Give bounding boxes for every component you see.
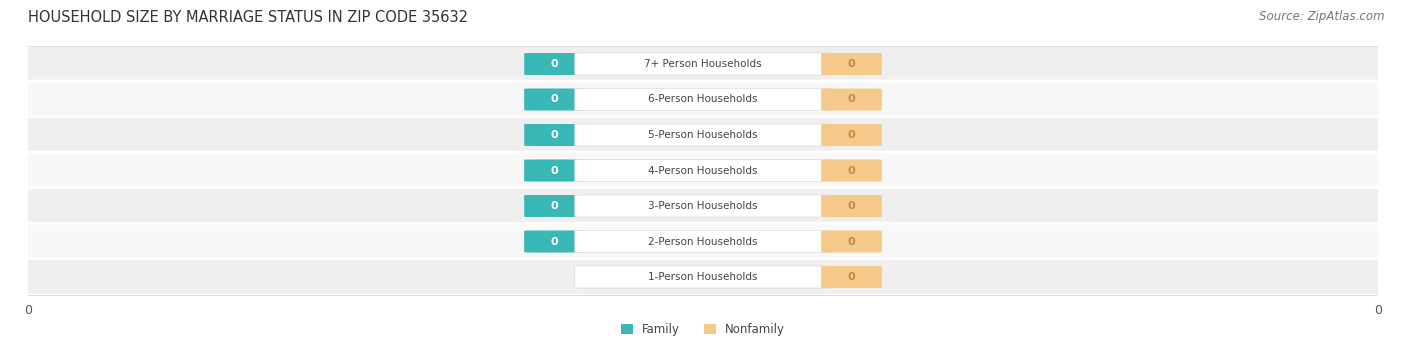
FancyBboxPatch shape bbox=[821, 124, 882, 146]
Text: 0: 0 bbox=[551, 59, 558, 69]
Text: HOUSEHOLD SIZE BY MARRIAGE STATUS IN ZIP CODE 35632: HOUSEHOLD SIZE BY MARRIAGE STATUS IN ZIP… bbox=[28, 10, 468, 25]
FancyBboxPatch shape bbox=[524, 195, 585, 217]
FancyBboxPatch shape bbox=[821, 266, 882, 288]
FancyBboxPatch shape bbox=[524, 160, 585, 181]
Legend: Family, Nonfamily: Family, Nonfamily bbox=[616, 318, 790, 341]
FancyBboxPatch shape bbox=[821, 195, 882, 217]
Text: 5-Person Households: 5-Person Households bbox=[648, 130, 758, 140]
FancyBboxPatch shape bbox=[14, 117, 1392, 153]
FancyBboxPatch shape bbox=[14, 152, 1392, 189]
Text: 0: 0 bbox=[848, 59, 855, 69]
FancyBboxPatch shape bbox=[524, 53, 585, 75]
Text: Source: ZipAtlas.com: Source: ZipAtlas.com bbox=[1260, 10, 1385, 23]
Text: 2-Person Households: 2-Person Households bbox=[648, 237, 758, 247]
Text: 0: 0 bbox=[551, 130, 558, 140]
FancyBboxPatch shape bbox=[575, 266, 831, 288]
FancyBboxPatch shape bbox=[575, 231, 831, 252]
Text: 0: 0 bbox=[848, 272, 855, 282]
Text: 0: 0 bbox=[848, 201, 855, 211]
FancyBboxPatch shape bbox=[524, 231, 585, 252]
FancyBboxPatch shape bbox=[821, 231, 882, 252]
Text: 0: 0 bbox=[551, 94, 558, 104]
Text: 0: 0 bbox=[551, 201, 558, 211]
FancyBboxPatch shape bbox=[14, 81, 1392, 118]
FancyBboxPatch shape bbox=[575, 53, 831, 75]
Text: 7+ Person Households: 7+ Person Households bbox=[644, 59, 762, 69]
FancyBboxPatch shape bbox=[575, 124, 831, 146]
FancyBboxPatch shape bbox=[14, 46, 1392, 83]
FancyBboxPatch shape bbox=[821, 89, 882, 110]
Text: 4-Person Households: 4-Person Households bbox=[648, 165, 758, 176]
Text: 1-Person Households: 1-Person Households bbox=[648, 272, 758, 282]
FancyBboxPatch shape bbox=[14, 223, 1392, 260]
Text: 3-Person Households: 3-Person Households bbox=[648, 201, 758, 211]
FancyBboxPatch shape bbox=[14, 258, 1392, 295]
Text: 0: 0 bbox=[551, 165, 558, 176]
Text: 6-Person Households: 6-Person Households bbox=[648, 94, 758, 104]
FancyBboxPatch shape bbox=[524, 124, 585, 146]
FancyBboxPatch shape bbox=[575, 195, 831, 217]
Text: 0: 0 bbox=[848, 130, 855, 140]
Text: 0: 0 bbox=[848, 94, 855, 104]
FancyBboxPatch shape bbox=[821, 160, 882, 181]
FancyBboxPatch shape bbox=[575, 160, 831, 181]
Text: 0: 0 bbox=[848, 237, 855, 247]
FancyBboxPatch shape bbox=[14, 188, 1392, 224]
FancyBboxPatch shape bbox=[821, 53, 882, 75]
FancyBboxPatch shape bbox=[524, 89, 585, 110]
Text: 0: 0 bbox=[848, 165, 855, 176]
FancyBboxPatch shape bbox=[575, 89, 831, 110]
Text: 0: 0 bbox=[551, 237, 558, 247]
